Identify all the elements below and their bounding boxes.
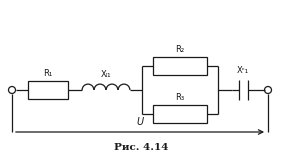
Text: U: U [136, 117, 144, 127]
Text: R₁: R₁ [43, 69, 53, 78]
Text: R₂: R₂ [175, 45, 184, 54]
Text: Рис. 4.14: Рис. 4.14 [114, 143, 168, 152]
Text: R₃: R₃ [175, 93, 184, 102]
Bar [153, 105, 207, 123]
Text: Xᶜ₁: Xᶜ₁ [237, 66, 249, 75]
Bar [153, 57, 207, 75]
Text: Xₗ₁: Xₗ₁ [101, 70, 111, 79]
Bar [28, 81, 68, 99]
